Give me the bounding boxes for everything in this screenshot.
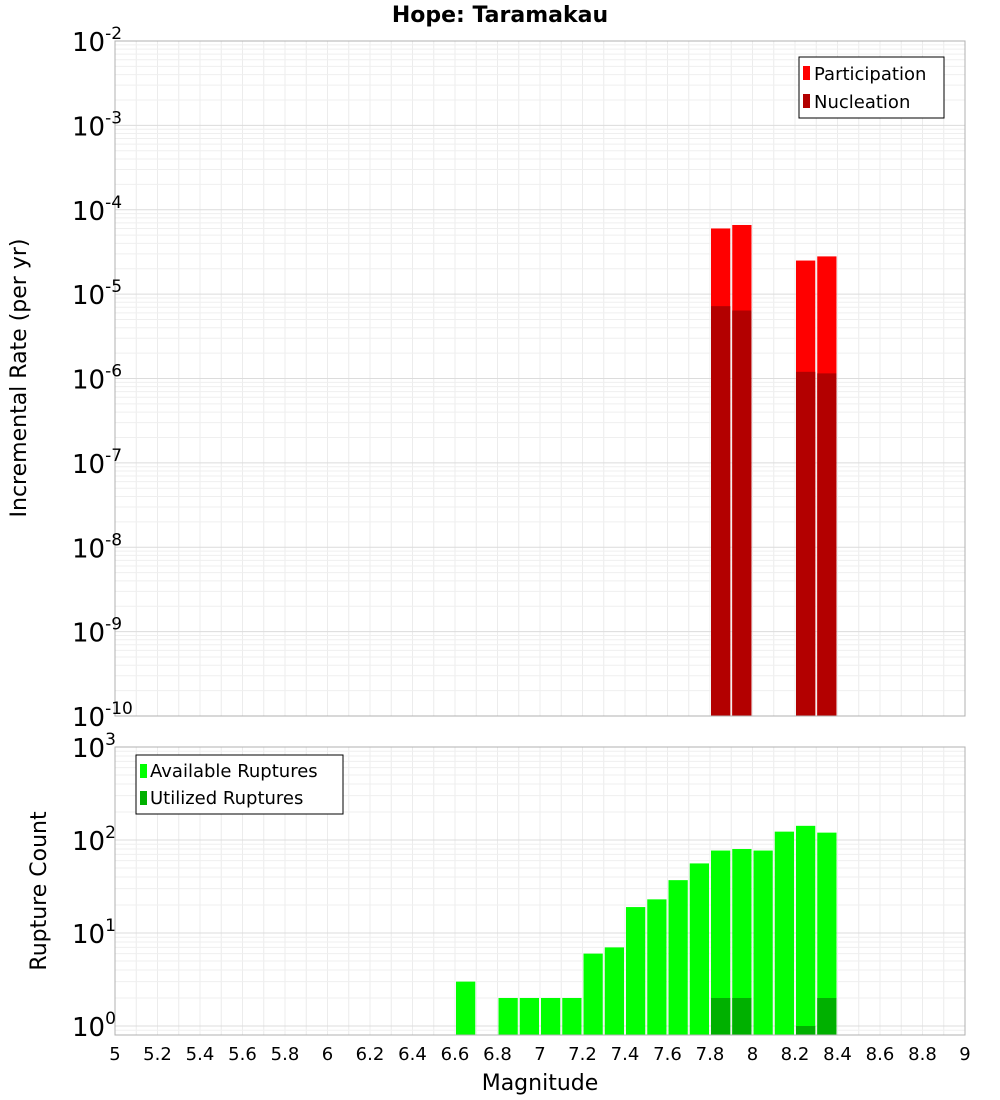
- count-bar-utilized-ruptures: [732, 997, 752, 1035]
- rate-plot-border: [114, 40, 966, 717]
- count-bars: [456, 825, 837, 1035]
- count-bar-available-ruptures: [647, 899, 667, 1035]
- rate-bar-nucleation: [796, 371, 816, 716]
- rate-bar-nucleation: [732, 310, 752, 716]
- count-plot-border: [114, 746, 966, 1036]
- rate-panel: 10-10 10-9 10-8 10-7 10-6 10-5 10-4 10-3 10-2 In…: [7, 24, 966, 733]
- rate-y-tick-label: 10-10: [72, 699, 133, 733]
- x-tick-label: 5.4: [186, 1044, 215, 1065]
- count-bar-available-ruptures: [583, 953, 603, 1035]
- x-tick-label: 8.4: [823, 1044, 852, 1065]
- rate-y-tick-label: 10-8: [72, 530, 122, 564]
- x-ticks: 5 5.2 5.4 5.6 5.8 6 6.2 6.4 6.6 6.8 7 7.2 7.4 7.6 7.8 8…: [109, 1044, 970, 1065]
- x-tick-label: 7.8: [696, 1044, 725, 1065]
- rate-legend: Participation Nucleation: [798, 56, 945, 119]
- legend-swatch-nucleation: [803, 94, 810, 108]
- x-tick-label: 9: [959, 1044, 970, 1065]
- x-tick-label: 8.8: [908, 1044, 937, 1065]
- count-bar-utilized-ruptures: [711, 997, 731, 1035]
- legend-swatch-available: [140, 764, 147, 778]
- count-bar-available-ruptures: [796, 825, 816, 1035]
- x-tick-label: 7.6: [653, 1044, 682, 1065]
- count-bar-available-ruptures: [817, 832, 837, 1035]
- x-axis-label: Magnitude: [482, 1071, 599, 1096]
- count-y-tick-label: 100: [72, 1009, 116, 1043]
- legend-label-participation: Participation: [814, 64, 926, 85]
- x-tick-label: 6.2: [356, 1044, 385, 1065]
- chart-title: Hope: Taramakau: [392, 3, 608, 28]
- rate-y-tick-label: 10-6: [72, 362, 122, 396]
- count-panel: 100 101 102 103 5 5.2 5.4 5.6 5.8 6 6.2 6.4 6.6 6.8 7…: [27, 730, 971, 1096]
- count-bar-available-ruptures: [668, 880, 688, 1035]
- rate-y-ticks: 10-10 10-9 10-8 10-7 10-6 10-5 10-4 10-3 10-2: [72, 24, 133, 733]
- count-bar-available-ruptures: [541, 997, 561, 1035]
- legend-label-nucleation: Nucleation: [814, 92, 910, 113]
- legend-swatch-utilized: [140, 791, 147, 805]
- x-tick-label: 7.2: [568, 1044, 597, 1065]
- rate-gridlines: [114, 40, 966, 717]
- rate-bar-nucleation: [817, 373, 837, 716]
- count-bar-available-ruptures: [753, 850, 773, 1035]
- count-bar-available-ruptures: [456, 981, 476, 1035]
- count-bar-available-ruptures: [689, 863, 709, 1035]
- rate-legend-box: [798, 56, 945, 119]
- legend-swatch-participation: [803, 66, 810, 80]
- count-legend: Available Ruptures Utilized Ruptures: [135, 754, 344, 815]
- count-bar-available-ruptures: [732, 849, 752, 1035]
- rate-y-tick-label: 10-3: [72, 108, 122, 142]
- count-bar-available-ruptures: [519, 997, 539, 1035]
- x-tick-label: 5: [109, 1044, 120, 1065]
- count-bar-available-ruptures: [626, 907, 646, 1035]
- rate-y-tick-label: 10-9: [72, 615, 122, 649]
- count-bar-available-ruptures: [604, 947, 624, 1035]
- rate-bars: [711, 224, 837, 716]
- count-bar-available-ruptures: [498, 997, 518, 1035]
- x-tick-label: 8: [747, 1044, 758, 1065]
- x-tick-label: 6.6: [441, 1044, 470, 1065]
- x-tick-label: 8.6: [866, 1044, 895, 1065]
- count-y-tick-label: 103: [72, 730, 116, 764]
- count-bar-available-ruptures: [774, 831, 794, 1035]
- x-tick-label: 5.6: [228, 1044, 257, 1065]
- count-bar-available-ruptures: [711, 850, 731, 1035]
- x-tick-label: 6.8: [483, 1044, 512, 1065]
- rate-y-tick-label: 10-4: [72, 193, 122, 227]
- legend-label-available: Available Ruptures: [150, 761, 318, 782]
- x-tick-label: 7.4: [611, 1044, 640, 1065]
- count-y-ticks: 100 101 102 103: [72, 730, 116, 1043]
- x-tick-label: 7: [534, 1044, 545, 1065]
- x-tick-label: 5.2: [143, 1044, 172, 1065]
- count-bar-available-ruptures: [562, 997, 582, 1035]
- rate-y-axis-label: Incremental Rate (per yr): [7, 239, 32, 518]
- rate-bar-nucleation: [711, 306, 731, 716]
- rate-y-tick-label: 10-2: [72, 24, 122, 58]
- count-bar-utilized-ruptures: [796, 1025, 816, 1035]
- legend-label-utilized: Utilized Ruptures: [150, 788, 303, 809]
- rate-y-tick-label: 10-5: [72, 277, 122, 311]
- x-tick-label: 6: [322, 1044, 333, 1065]
- count-bar-utilized-ruptures: [817, 997, 837, 1035]
- x-tick-label: 5.8: [271, 1044, 300, 1065]
- count-y-axis-label: Rupture Count: [27, 811, 52, 971]
- count-legend-box: [135, 754, 344, 815]
- count-y-tick-label: 101: [72, 916, 116, 950]
- x-tick-label: 6.4: [398, 1044, 427, 1065]
- x-tick-label: 8.2: [781, 1044, 810, 1065]
- rate-y-tick-label: 10-7: [72, 446, 122, 480]
- count-y-tick-label: 102: [72, 823, 116, 857]
